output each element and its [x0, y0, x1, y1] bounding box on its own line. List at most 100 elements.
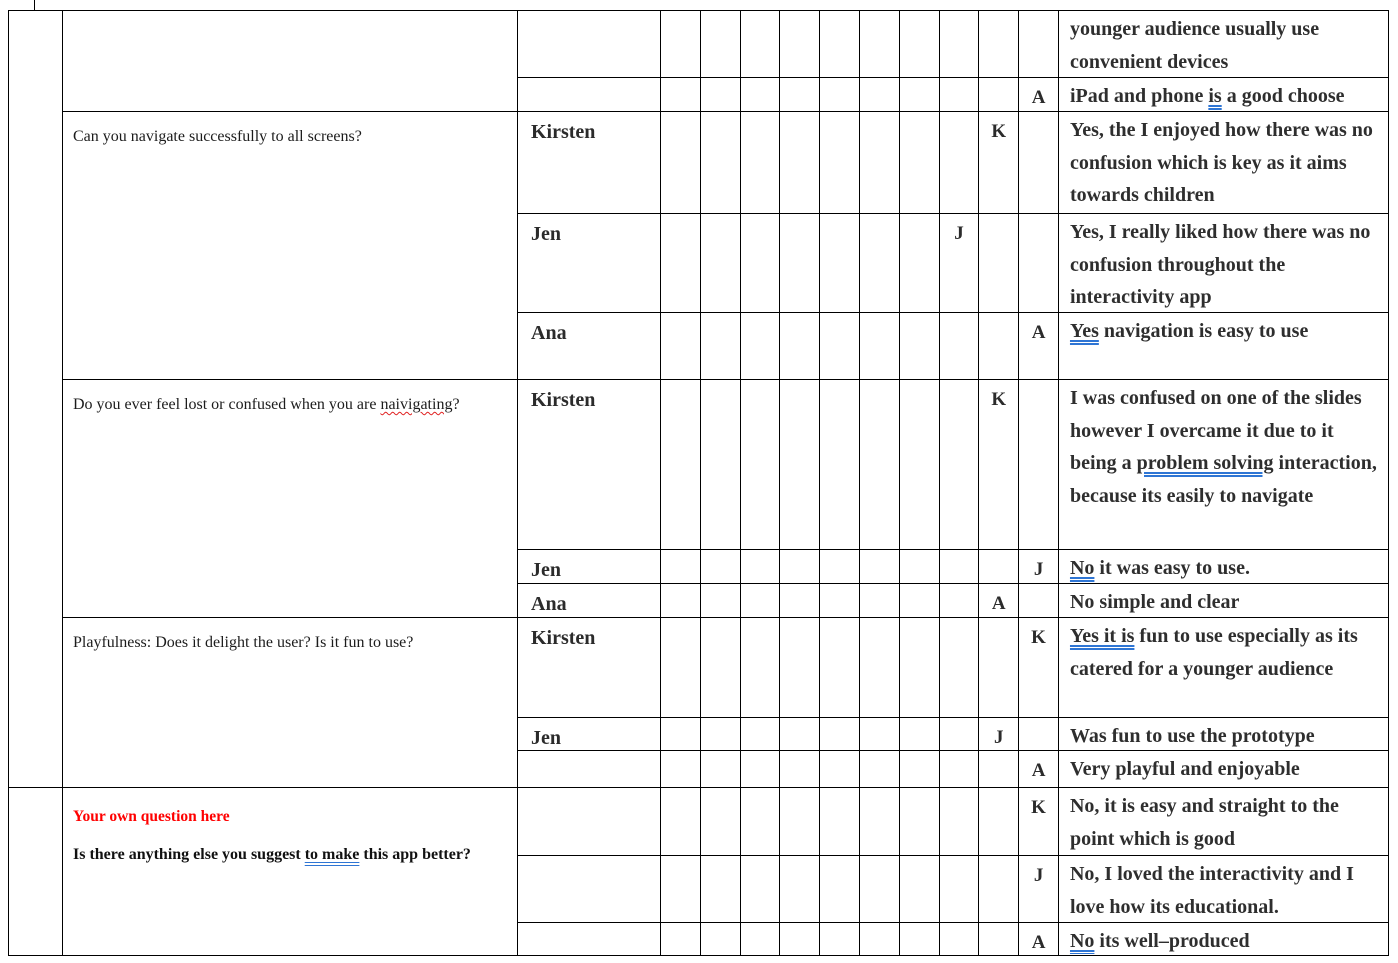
rating-cell-10[interactable]: K	[1018, 787, 1059, 856]
rating-cell-5[interactable]	[819, 717, 860, 751]
rating-cell-1[interactable]	[660, 717, 701, 751]
rating-cell-6[interactable]	[858, 10, 900, 78]
rating-cell-8[interactable]	[938, 77, 980, 112]
respondent-name-cell[interactable]	[517, 10, 661, 78]
rating-cell-4[interactable]	[779, 750, 821, 788]
rating-cell-9[interactable]	[978, 549, 1020, 584]
rating-cell-6[interactable]	[858, 111, 900, 214]
rating-cell-9[interactable]: A	[978, 583, 1020, 618]
rating-cell-7[interactable]	[898, 750, 940, 788]
question-cell[interactable]: Playfulness: Does it delight the user? I…	[62, 617, 518, 788]
rating-cell-9[interactable]: K	[978, 111, 1020, 214]
rating-cell-3[interactable]	[739, 787, 781, 856]
rating-cell-6[interactable]	[858, 379, 900, 550]
rating-cell-5[interactable]	[819, 549, 860, 584]
rating-cell-6[interactable]	[858, 855, 900, 923]
rating-cell-5[interactable]	[819, 312, 860, 380]
rating-cell-1[interactable]	[660, 617, 701, 718]
question-cell[interactable]	[62, 10, 518, 112]
rating-cell-2[interactable]	[699, 379, 741, 550]
respondent-name-cell[interactable]	[517, 77, 661, 112]
rating-cell-10[interactable]: K	[1018, 617, 1059, 718]
comment-cell[interactable]: Yes navigation is easy to use	[1057, 312, 1389, 380]
rating-cell-4[interactable]	[779, 111, 821, 214]
respondent-name-cell[interactable]	[517, 750, 661, 788]
rating-cell-9[interactable]	[978, 312, 1020, 380]
rating-cell-3[interactable]	[739, 750, 781, 788]
comment-cell[interactable]: iPad and phone is a good choose	[1057, 77, 1389, 112]
rating-cell-5[interactable]	[819, 111, 860, 214]
rating-cell-1[interactable]	[660, 77, 701, 112]
rating-cell-10[interactable]: A	[1018, 312, 1059, 380]
rating-cell-9[interactable]	[978, 213, 1020, 313]
rating-cell-7[interactable]	[898, 213, 940, 313]
rating-cell-3[interactable]	[739, 922, 781, 956]
rating-cell-10[interactable]	[1018, 10, 1059, 78]
comment-cell[interactable]: No it was easy to use.	[1057, 549, 1389, 584]
rating-cell-1[interactable]	[660, 549, 701, 584]
rating-cell-2[interactable]	[699, 750, 741, 788]
rating-cell-10[interactable]	[1018, 213, 1059, 313]
rating-cell-7[interactable]	[898, 855, 940, 923]
rating-cell-5[interactable]	[819, 922, 860, 956]
rating-cell-5[interactable]	[819, 10, 860, 78]
rating-cell-4[interactable]	[779, 312, 821, 380]
rating-cell-2[interactable]	[699, 77, 741, 112]
respondent-name-cell[interactable]	[517, 855, 661, 923]
rating-cell-1[interactable]	[660, 855, 701, 923]
rating-cell-7[interactable]	[898, 617, 940, 718]
comment-cell[interactable]: No, it is easy and straight to the point…	[1057, 787, 1389, 856]
rating-cell-2[interactable]	[699, 617, 741, 718]
rating-cell-2[interactable]	[699, 855, 741, 923]
rating-cell-5[interactable]	[819, 617, 860, 718]
question-cell[interactable]: Your own question here Is there anything …	[62, 787, 518, 956]
rating-cell-9[interactable]	[978, 787, 1020, 856]
rating-cell-8[interactable]	[938, 787, 980, 856]
rating-cell-8[interactable]	[938, 312, 980, 380]
rating-cell-6[interactable]	[858, 77, 900, 112]
rating-cell-8[interactable]	[938, 583, 980, 618]
rating-cell-2[interactable]	[699, 583, 741, 618]
rating-cell-4[interactable]	[779, 583, 821, 618]
comment-cell[interactable]: Yes it is fun to use especially as its c…	[1057, 617, 1389, 718]
rating-cell-2[interactable]	[699, 10, 741, 78]
rating-cell-4[interactable]	[779, 717, 821, 751]
rating-cell-7[interactable]	[898, 583, 940, 618]
rating-cell-2[interactable]	[699, 922, 741, 956]
rating-cell-9[interactable]	[978, 10, 1020, 78]
rating-cell-1[interactable]	[660, 583, 701, 618]
rating-cell-4[interactable]	[779, 379, 821, 550]
rating-cell-2[interactable]	[699, 111, 741, 214]
rating-cell-9[interactable]	[978, 922, 1020, 956]
comment-cell[interactable]: younger audience usually use convenient …	[1057, 10, 1389, 78]
comment-cell[interactable]: No simple and clear	[1057, 583, 1389, 618]
rating-cell-10[interactable]: J	[1018, 855, 1059, 923]
rating-cell-6[interactable]	[858, 213, 900, 313]
rating-cell-7[interactable]	[898, 379, 940, 550]
rating-cell-9[interactable]	[978, 855, 1020, 923]
rating-cell-10[interactable]	[1018, 583, 1059, 618]
rating-cell-6[interactable]	[858, 787, 900, 856]
rating-cell-3[interactable]	[739, 583, 781, 618]
section-cell[interactable]	[8, 10, 63, 788]
rating-cell-7[interactable]	[898, 549, 940, 584]
rating-cell-10[interactable]: A	[1018, 922, 1059, 956]
rating-cell-10[interactable]: A	[1018, 77, 1059, 112]
respondent-name-cell[interactable]: Kirsten	[517, 111, 661, 214]
rating-cell-2[interactable]	[699, 549, 741, 584]
comment-cell[interactable]: Was fun to use the prototype	[1057, 717, 1389, 751]
rating-cell-10[interactable]	[1018, 717, 1059, 751]
rating-cell-5[interactable]	[819, 379, 860, 550]
rating-cell-2[interactable]	[699, 213, 741, 313]
rating-cell-6[interactable]	[858, 717, 900, 751]
rating-cell-6[interactable]	[858, 312, 900, 380]
rating-cell-7[interactable]	[898, 111, 940, 214]
respondent-name-cell[interactable]: Ana	[517, 312, 661, 380]
rating-cell-4[interactable]	[779, 922, 821, 956]
rating-cell-9[interactable]	[978, 77, 1020, 112]
rating-cell-1[interactable]	[660, 312, 701, 380]
rating-cell-2[interactable]	[699, 312, 741, 380]
rating-cell-5[interactable]	[819, 213, 860, 313]
rating-cell-2[interactable]	[699, 717, 741, 751]
rating-cell-6[interactable]	[858, 583, 900, 618]
